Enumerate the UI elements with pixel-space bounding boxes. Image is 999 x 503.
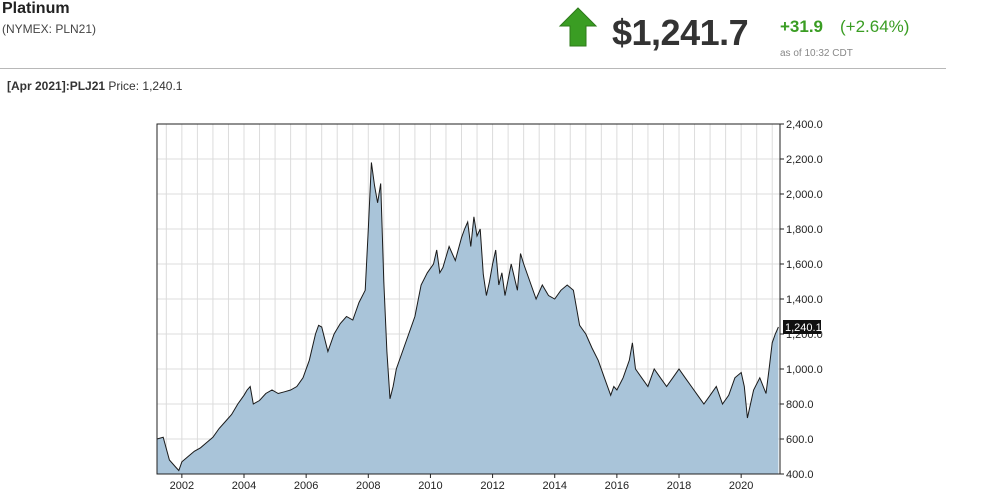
- contract-period: [Apr 2021]:: [7, 79, 70, 93]
- y-tick-label: 2,400.0: [786, 119, 823, 131]
- y-tick-label: 600.0: [786, 434, 814, 446]
- x-tick-label: 2008: [356, 480, 380, 492]
- price-area: [157, 162, 779, 474]
- up-arrow-icon: [558, 7, 598, 47]
- last-value-box: [783, 320, 821, 334]
- y-tick-label: 1,800.0: [786, 224, 823, 236]
- y-tick-label: 2,200.0: [786, 154, 823, 166]
- instrument-title: Platinum: [2, 0, 70, 17]
- price-change-percent: (+2.64%): [840, 17, 910, 36]
- x-tick-label: 2006: [294, 480, 318, 492]
- last-value-label: 1,240.1: [785, 322, 822, 334]
- x-tick-label: 2020: [729, 480, 753, 492]
- y-tick-label: 2,000.0: [786, 189, 823, 201]
- y-tick-label: 400.0: [786, 469, 814, 481]
- price-line: [156, 162, 779, 472]
- x-tick-label: 2002: [170, 480, 194, 492]
- y-tick-label: 1,600.0: [786, 259, 823, 271]
- x-tick-label: 2012: [480, 480, 504, 492]
- price-change: +31.9: [780, 17, 824, 36]
- contract-symbol: PLJ21: [69, 79, 106, 93]
- y-tick-label: 1,000.0: [786, 364, 823, 376]
- last-value-marker: 1,240.1: [783, 320, 822, 334]
- timestamp: as of 10:32 CDT: [780, 48, 853, 59]
- y-tick-label: 1,400.0: [786, 294, 823, 306]
- last-price: $1,241.7: [612, 12, 749, 53]
- x-tick-label: 2010: [418, 480, 442, 492]
- contract-price: 1,240.1: [142, 79, 183, 93]
- instrument-symbol: (NYMEX: PLN21): [2, 22, 97, 36]
- y-tick-label: 800.0: [786, 399, 814, 411]
- x-tick-label: 2004: [232, 480, 256, 492]
- x-axis: 2002 2004 2006 2008 2010 2012 2014 2016 2018 2020: [170, 474, 753, 492]
- x-tick-label: 2016: [605, 480, 629, 492]
- y-axis: 400.0600.0800.01,000.01,200.01,400.01,60…: [780, 119, 823, 481]
- price-label: Price:: [108, 79, 140, 93]
- x-tick-label: 2018: [667, 480, 691, 492]
- header-divider: [0, 68, 946, 69]
- x-tick-label: 2014: [542, 480, 566, 492]
- contract-info: [Apr 2021]:PLJ21 Price: 1,240.1: [7, 79, 182, 93]
